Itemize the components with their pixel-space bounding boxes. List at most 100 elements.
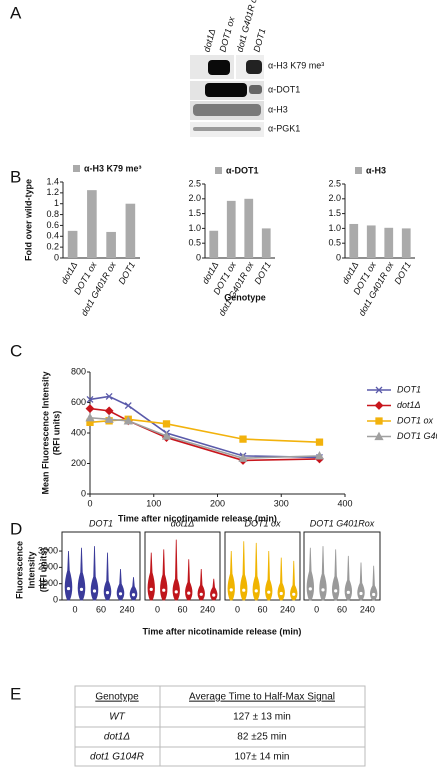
median-dot [162, 588, 166, 592]
bar [67, 230, 78, 258]
chart-title: DOT1 ox [244, 518, 281, 528]
point [86, 395, 94, 403]
chart-title: DOT1 G401Rox [310, 518, 375, 528]
legend-marker [374, 431, 384, 441]
plot-frame [224, 531, 301, 601]
violin [185, 559, 193, 601]
point [161, 431, 172, 440]
median-dot [212, 593, 216, 597]
table: Genotype Average Time to Half-Max Signal… [74, 685, 366, 767]
y-tick-label: 800 [71, 366, 86, 376]
point [104, 414, 114, 423]
axis-label: Fold over wild-type [23, 179, 33, 261]
x-tick-label: 0 [155, 604, 160, 614]
median-dot [199, 592, 203, 596]
x-tick-label: 100 [146, 498, 161, 508]
legend-swatch [355, 167, 362, 174]
x-tick-label: dot1Δ [59, 260, 79, 285]
legend-marker [375, 417, 383, 425]
axis-label: (RFI units) [38, 548, 48, 593]
table-cell: dot1Δ [104, 732, 130, 743]
x-tick-label: 240 [280, 604, 295, 614]
y-tick-label: 1.5 [328, 208, 341, 218]
median-dot [279, 591, 283, 596]
bar [349, 223, 359, 258]
x-tick-label: 0 [87, 498, 92, 508]
lane-label: DOT1 ox [218, 15, 237, 53]
violin [103, 552, 112, 601]
band [208, 60, 230, 75]
point [85, 404, 95, 414]
median-dot [242, 588, 246, 592]
y-tick-label: 2.0 [188, 193, 201, 203]
median-dot [66, 586, 71, 591]
violin [129, 577, 138, 601]
violin [77, 547, 86, 601]
bar [125, 203, 136, 258]
bar [261, 228, 271, 258]
legend-label: DOT1 G401R ox [397, 431, 437, 441]
point [162, 420, 171, 428]
panel-label: D [10, 519, 22, 538]
x-tick-label: DOT1 [252, 260, 273, 286]
y-tick-label: 200 [71, 458, 86, 468]
median-dot [105, 591, 110, 595]
panel-label: C [10, 341, 22, 360]
violin [160, 549, 168, 601]
line [89, 407, 320, 462]
y-tick-label: 1000 [38, 578, 58, 588]
median-dot [229, 588, 233, 592]
chart-title: dot1Δ [171, 518, 195, 528]
bar [244, 198, 254, 258]
y-tick-label: 0.6 [46, 220, 59, 230]
legend-label: DOT1 ox [397, 415, 434, 425]
y-tick-label: 600 [71, 397, 86, 407]
bar [209, 230, 219, 258]
y-tick-label: 1 [54, 198, 59, 208]
median-dot [308, 587, 312, 591]
violin [210, 578, 218, 601]
violin [64, 551, 73, 601]
x-tick-label: DOT1 [392, 260, 413, 286]
y-tick-label: 1.5 [188, 208, 201, 218]
table-border [74, 685, 366, 767]
y-tick-label: 2.5 [188, 178, 201, 188]
median-dot [118, 592, 123, 596]
antibody-label: α-H3 [268, 104, 288, 114]
median-dot [372, 592, 376, 597]
table-cell: WT [109, 712, 125, 723]
axis-label: Mean Fluorescence Intensity [40, 371, 50, 494]
y-tick-label: 1.0 [188, 223, 201, 233]
median-dot [174, 590, 178, 594]
x-tick-label: 400 [337, 498, 352, 508]
antibody-label: α-PGK1 [268, 123, 300, 133]
x-tick-label: 300 [274, 498, 289, 508]
band [249, 85, 262, 94]
y-tick-label: 0.4 [46, 231, 59, 241]
x-tick-label: 0 [72, 604, 77, 614]
bar [106, 231, 116, 258]
point [123, 415, 133, 425]
point [105, 392, 113, 400]
median-dot [254, 589, 258, 593]
violin [252, 542, 260, 601]
table-cell: 107± 14 min [235, 752, 290, 763]
point [239, 435, 247, 443]
x-tick-label: 0 [235, 604, 240, 614]
violin [90, 546, 99, 601]
x-tick-label: DOT1 [116, 260, 137, 286]
median-dot [131, 593, 136, 597]
panel-label: A [10, 3, 22, 22]
violin [290, 560, 298, 601]
lane-label: DOT1 [252, 27, 268, 53]
y-tick-label: 0 [81, 488, 86, 498]
band [205, 83, 247, 97]
band [193, 127, 261, 131]
y-tick-label: 0 [336, 252, 341, 262]
panel-label: B [10, 167, 21, 186]
axis-label: Intensity [26, 551, 36, 588]
violin [357, 562, 365, 601]
legend-marker [374, 401, 384, 410]
y-tick-label: 2.5 [328, 178, 341, 188]
